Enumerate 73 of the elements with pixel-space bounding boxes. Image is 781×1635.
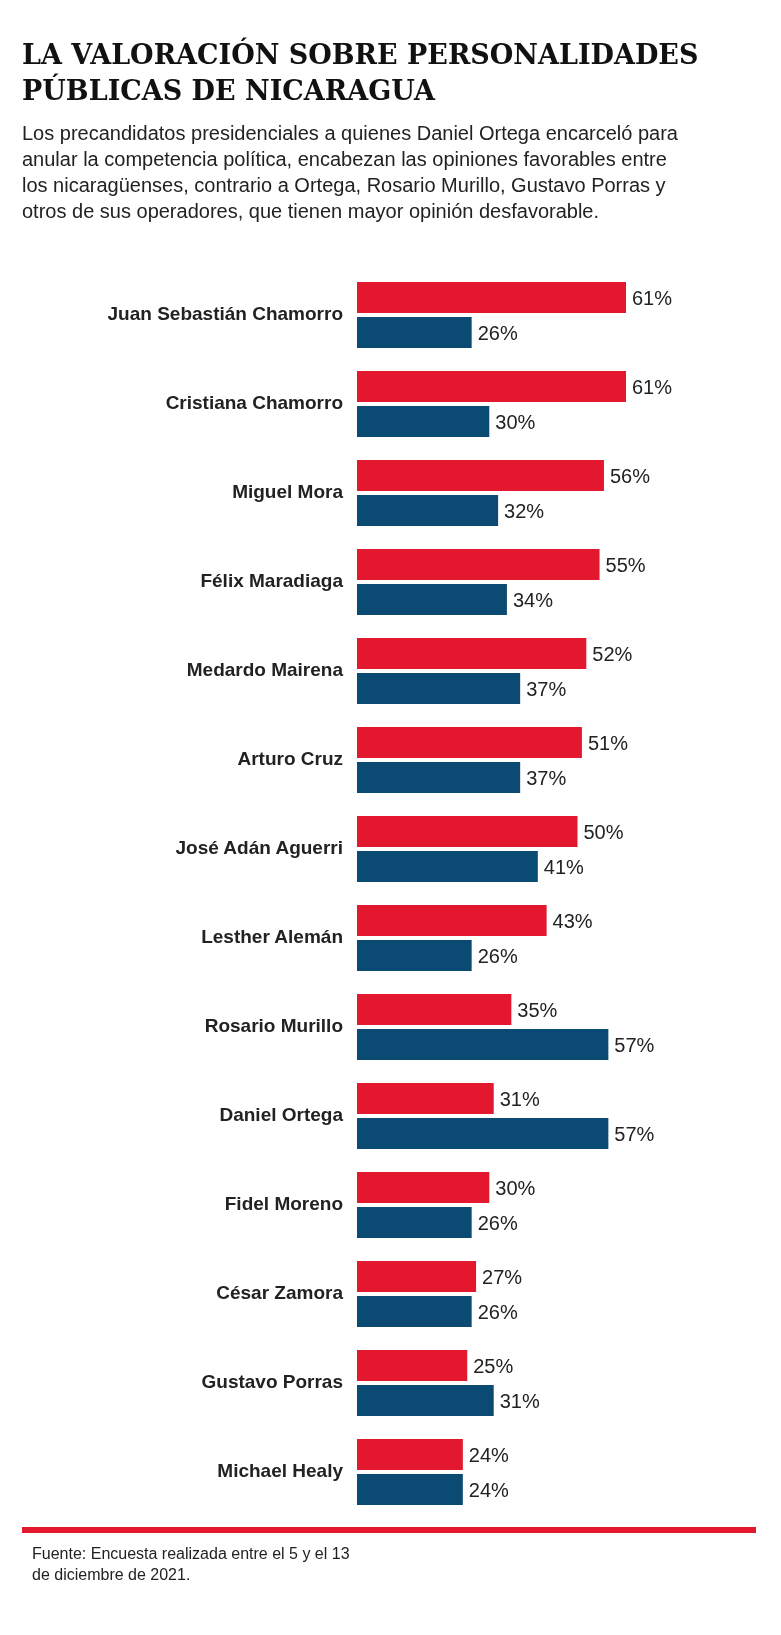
bar: [357, 406, 490, 437]
bar: [357, 1172, 490, 1203]
data-label: 35%: [517, 998, 558, 1021]
data-label: 37%: [526, 766, 567, 789]
data-label: 55%: [605, 553, 646, 576]
y-tick-label: Gustavo Porras: [201, 1371, 343, 1392]
bar: [357, 371, 626, 402]
data-label: 31%: [499, 1087, 540, 1110]
bar: [357, 317, 472, 348]
bar: [357, 1385, 494, 1416]
data-label: 30%: [495, 1176, 536, 1199]
bar: [357, 1439, 463, 1470]
data-label: 41%: [543, 855, 585, 878]
data-label: 27%: [482, 1265, 523, 1288]
bar: [357, 638, 587, 669]
bar: [357, 673, 521, 704]
data-label: 34%: [512, 588, 554, 611]
bar: [357, 282, 626, 313]
bar: [357, 1083, 494, 1114]
data-label: 51%: [587, 731, 629, 754]
bar: [357, 549, 600, 580]
data-label: 57%: [614, 1033, 655, 1056]
bar: [357, 1029, 609, 1060]
y-tick-label: Arturo Cruz: [237, 748, 343, 769]
bar: [357, 1207, 472, 1238]
y-tick-label: Juan Sebastián Chamorro: [107, 303, 343, 324]
data-label: 52%: [592, 642, 633, 665]
y-tick-label: Lesther Alemán: [201, 926, 343, 947]
chart-title: LA VALORACIÓN SOBRE PERSONALIDADES PÚBLICAS DE NICARAGUA: [22, 37, 699, 106]
y-tick-label: Miguel Mora: [232, 481, 344, 502]
bar: [357, 851, 538, 882]
bar: [357, 905, 547, 936]
bar: [357, 1118, 609, 1149]
data-label: 26%: [477, 944, 518, 967]
y-tick-label: Félix Maradiaga: [200, 570, 344, 591]
y-tick-label: Medardo Mairena: [186, 659, 344, 680]
y-tick-label: Daniel Ortega: [219, 1104, 344, 1125]
data-label: 37%: [526, 677, 567, 700]
data-label: 30%: [495, 410, 536, 433]
data-label: 26%: [477, 321, 518, 344]
data-label: 61%: [632, 286, 673, 309]
data-label: 26%: [477, 1211, 518, 1234]
bar: [357, 940, 472, 971]
y-tick-label: César Zamora: [216, 1282, 344, 1303]
data-label: 43%: [552, 909, 593, 932]
data-label: 57%: [614, 1122, 655, 1145]
data-label: 50%: [583, 820, 624, 843]
y-tick-label: Fidel Moreno: [224, 1193, 343, 1214]
bar: [357, 816, 578, 847]
bar: [357, 1350, 468, 1381]
chart-subtitle: Los precandidatos presidenciales a quienes Daniel Ortega encarceló para anular la competencia política, encabezan las opiniones favorables entre los nicaragüenses, contrario a Ortega, Rosario Murillo, Gustavo Porras y otros de sus operadores, que tienen mayor opinión desfavorable.: [22, 122, 679, 222]
data-label: 56%: [609, 464, 651, 487]
bar: [357, 460, 604, 491]
data-label: 31%: [499, 1389, 540, 1412]
bar: [357, 1261, 477, 1292]
y-tick-label: Rosario Murillo: [204, 1015, 343, 1036]
y-tick-label: José Adán Aguerri: [175, 837, 343, 858]
data-label: 32%: [504, 499, 545, 522]
data-label: 61%: [632, 375, 673, 398]
bar: [357, 762, 521, 793]
y-tick-label: Michael Healy: [217, 1460, 344, 1481]
data-label: 24%: [468, 1443, 510, 1466]
bar: [357, 1474, 463, 1505]
bar: [357, 727, 582, 758]
data-label: 24%: [468, 1478, 510, 1501]
data-label: 25%: [473, 1354, 514, 1377]
bar: [357, 495, 499, 526]
data-label: 26%: [477, 1300, 518, 1323]
y-tick-label: Cristiana Chamorro: [165, 392, 343, 413]
source-note: Fuente: Encuesta realizada entre el 5 y el 13 de diciembre de 2021.: [32, 1545, 350, 1583]
bar: [357, 584, 507, 615]
bar: [357, 1296, 472, 1327]
bar: [357, 994, 512, 1025]
